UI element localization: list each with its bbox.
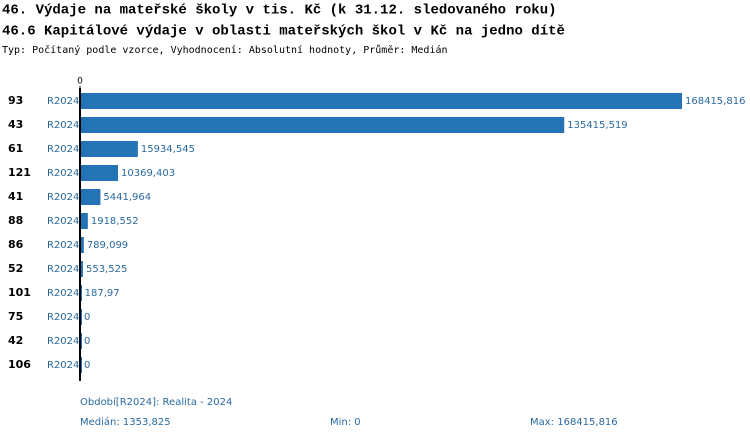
- value-label: 0: [84, 360, 90, 371]
- bar: [81, 141, 138, 157]
- value-label: 789,099: [87, 240, 128, 251]
- value-label: 15934,545: [141, 144, 195, 155]
- series-label: R2024: [47, 312, 79, 323]
- series-label: R2024: [47, 168, 79, 179]
- value-label: 187,97: [85, 288, 120, 299]
- value-label: 168415,816: [685, 96, 745, 107]
- value-label: 0: [84, 312, 90, 323]
- bar: [81, 309, 82, 325]
- category-label: 86: [8, 238, 24, 251]
- series-label: R2024: [47, 360, 79, 371]
- series-label: R2024: [47, 264, 79, 275]
- series-label: R2024: [47, 192, 79, 203]
- value-label: 1918,552: [91, 216, 139, 227]
- value-label: 553,525: [86, 264, 127, 275]
- x-tick-label: 0: [77, 77, 83, 87]
- chart-subtitle: 46.6 Kapitálové výdaje v oblasti mateřsk…: [2, 24, 565, 40]
- footer-median: Medián: 1353,825: [80, 416, 171, 428]
- series-label: R2024: [47, 120, 79, 131]
- bar: [81, 213, 88, 229]
- bar: [81, 261, 83, 277]
- chart-title: 46. Výdaje na mateřské školy v tis. Kč (…: [2, 3, 557, 19]
- category-label: 121: [8, 166, 31, 179]
- bar: [81, 165, 119, 181]
- info: Typ: Počítaný podle vzorce, Vyhodnocení:…: [2, 44, 448, 56]
- category-label: 52: [8, 262, 23, 275]
- bar: [81, 189, 101, 205]
- category-label: 88: [8, 214, 23, 227]
- category-label: 75: [8, 310, 23, 323]
- value-label: 135415,519: [567, 120, 627, 131]
- footer-period: Období[R2024]: Realita - 2024: [80, 396, 232, 408]
- value-label: 5441,964: [103, 192, 151, 203]
- category-label: 101: [8, 286, 31, 299]
- value-label: 0: [84, 336, 90, 347]
- bar: [81, 237, 84, 253]
- category-label: 61: [8, 142, 23, 155]
- series-label: R2024: [47, 288, 79, 299]
- category-label: 43: [8, 118, 23, 131]
- bar: [81, 333, 82, 349]
- value-label: 10369,403: [121, 168, 175, 179]
- series-label: R2024: [47, 216, 79, 227]
- category-label: 93: [8, 94, 23, 107]
- series-label: R2024: [47, 96, 79, 107]
- series-label: R2024: [47, 144, 79, 155]
- bar: [81, 357, 82, 373]
- footer-min: Min: 0: [330, 417, 361, 428]
- category-label: 42: [8, 334, 23, 347]
- bar: [81, 93, 682, 109]
- series-label: R2024: [47, 240, 79, 251]
- category-label: 41: [8, 190, 23, 203]
- footer-max: Max: 168415,816: [530, 417, 618, 428]
- bar: [81, 285, 82, 301]
- series-label: R2024: [47, 336, 79, 347]
- bar: [81, 117, 565, 133]
- category-label: 106: [8, 358, 31, 371]
